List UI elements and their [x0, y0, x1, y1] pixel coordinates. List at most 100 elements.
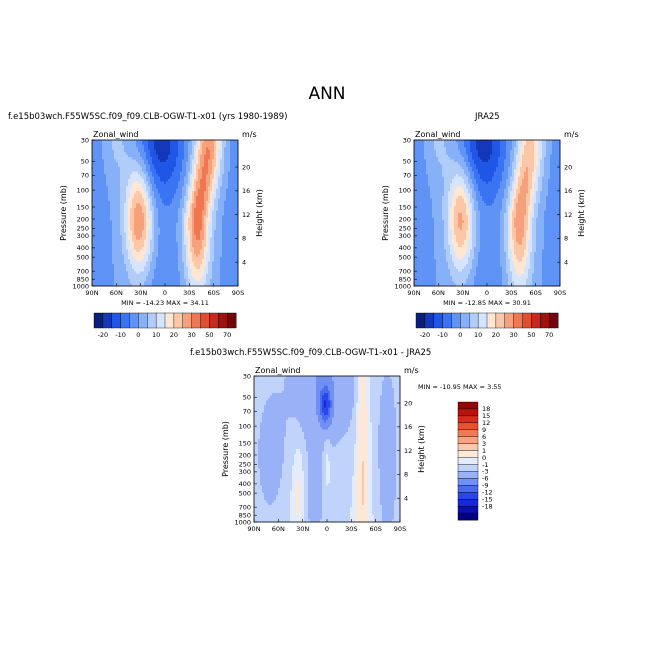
- field-cell: [110, 171, 113, 175]
- field-cell: [116, 152, 119, 155]
- field-cell: [134, 268, 137, 272]
- field-cell: [214, 208, 217, 211]
- field-cell: [172, 276, 175, 280]
- field-cell: [210, 213, 213, 216]
- field-cell: [112, 154, 115, 158]
- field-cell: [144, 142, 147, 146]
- field-cell: [462, 140, 465, 143]
- field-cell: [166, 283, 169, 287]
- field-cell: [172, 220, 175, 224]
- field-cell: [220, 205, 223, 209]
- field-cell: [132, 195, 135, 199]
- field-cell: [92, 176, 95, 180]
- y-tick-label: 850: [77, 276, 89, 284]
- field-cell: [114, 227, 117, 231]
- field-cell: [128, 256, 131, 260]
- field-cell: [230, 237, 233, 241]
- field-cell: [530, 144, 533, 148]
- field-cell: [186, 266, 189, 270]
- field-cell: [100, 254, 103, 258]
- field-cell: [142, 195, 145, 199]
- field-cell: [202, 254, 205, 258]
- field-cell: [164, 178, 167, 182]
- field-cell: [100, 232, 103, 236]
- field-cell: [146, 157, 149, 160]
- field-cell: [136, 205, 139, 209]
- field-cell: [196, 186, 199, 190]
- field-cell: [138, 178, 141, 182]
- field-cell: [210, 254, 213, 258]
- field-cell: [154, 232, 157, 236]
- field-cell: [100, 186, 103, 190]
- field-cell: [506, 152, 509, 155]
- field-cell: [176, 210, 179, 214]
- field-cell: [230, 213, 233, 216]
- field-cell: [112, 157, 115, 160]
- field-cell: [100, 193, 103, 197]
- field-cell: [174, 247, 177, 250]
- field-cell: [92, 169, 95, 173]
- field-cell: [236, 203, 239, 207]
- field-cell: [182, 217, 185, 221]
- field-cell: [98, 142, 101, 146]
- field-cell: [188, 174, 191, 177]
- field-cell: [198, 200, 201, 204]
- field-cell: [108, 230, 111, 233]
- field-cell: [92, 166, 95, 170]
- field-cell: [108, 264, 111, 267]
- field-cell: [174, 191, 177, 194]
- field-cell: [198, 276, 201, 280]
- field-cell: [134, 186, 137, 190]
- field-cell: [178, 200, 181, 204]
- field-cell: [126, 171, 129, 175]
- field-cell: [98, 210, 101, 214]
- field-cell: [94, 166, 97, 170]
- field-cell: [174, 259, 177, 263]
- field-cell: [196, 234, 199, 238]
- field-cell: [236, 271, 239, 275]
- field-cell: [544, 149, 547, 153]
- field-cell: [226, 174, 229, 177]
- field-cell: [522, 154, 525, 158]
- field-cell: [488, 140, 491, 143]
- field-cell: [160, 249, 163, 253]
- field-cell: [104, 140, 107, 143]
- field-cell: [190, 247, 193, 250]
- field-cell: [198, 278, 201, 282]
- field-cell: [182, 247, 185, 250]
- field-cell: [152, 159, 155, 163]
- field-cell: [174, 281, 177, 284]
- field-cell: [170, 237, 173, 241]
- field-cell: [470, 149, 473, 153]
- field-cell: [106, 259, 109, 263]
- field-cell: [232, 239, 235, 243]
- field-cell: [100, 195, 103, 199]
- field-cell: [174, 283, 177, 287]
- field-cell: [112, 244, 115, 248]
- field-cell: [142, 271, 145, 275]
- field-cell: [122, 193, 125, 197]
- field-cell: [92, 256, 95, 260]
- field-cell: [166, 259, 169, 263]
- field-cell: [196, 188, 199, 192]
- field-cell: [114, 188, 117, 192]
- field-cell: [134, 198, 137, 202]
- field-cell: [124, 200, 127, 204]
- field-cell: [144, 249, 147, 253]
- field-cell: [218, 166, 221, 170]
- y2-tick-label: 4: [242, 259, 246, 267]
- field-cell: [130, 259, 133, 263]
- field-cell: [188, 186, 191, 190]
- field-cell: [204, 222, 207, 226]
- field-cell: [212, 176, 215, 180]
- field-cell: [232, 213, 235, 216]
- field-cell: [220, 273, 223, 277]
- field-cell: [122, 161, 125, 165]
- field-cell: [168, 256, 171, 260]
- field-cell: [168, 276, 171, 280]
- field-cell: [162, 273, 165, 277]
- field-cell: [234, 230, 237, 233]
- field-cell: [156, 164, 159, 168]
- field-cell: [142, 249, 145, 253]
- field-cell: [226, 225, 229, 228]
